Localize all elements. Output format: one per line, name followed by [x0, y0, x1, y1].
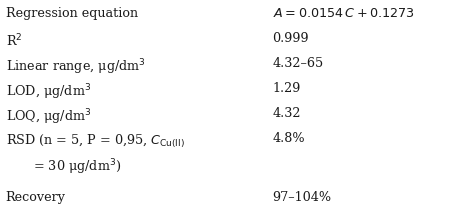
Text: 0.999: 0.999: [273, 32, 309, 45]
Text: Linear range, μg/dm$^3$: Linear range, μg/dm$^3$: [6, 57, 146, 77]
Text: $A = 0.0154\,C + 0.1273$: $A = 0.0154\,C + 0.1273$: [273, 7, 414, 20]
Text: = 30 μg/dm$^3$): = 30 μg/dm$^3$): [21, 158, 122, 177]
Text: 1.29: 1.29: [273, 82, 301, 95]
Text: RSD (n = 5, P = 0,95, $C_{\mathrm{Cu(II)}}$: RSD (n = 5, P = 0,95, $C_{\mathrm{Cu(II)…: [6, 132, 185, 150]
Text: 4.32–65: 4.32–65: [273, 57, 324, 70]
Text: LOQ, μg/dm$^3$: LOQ, μg/dm$^3$: [6, 107, 91, 127]
Text: Recovery: Recovery: [6, 191, 66, 204]
Text: LOD, μg/dm$^3$: LOD, μg/dm$^3$: [6, 82, 91, 102]
Text: Regression equation: Regression equation: [6, 7, 138, 20]
Text: 4.8%: 4.8%: [273, 132, 305, 145]
Text: R$^2$: R$^2$: [6, 32, 22, 49]
Text: 97–104%: 97–104%: [273, 191, 332, 204]
Text: 4.32: 4.32: [273, 107, 301, 120]
